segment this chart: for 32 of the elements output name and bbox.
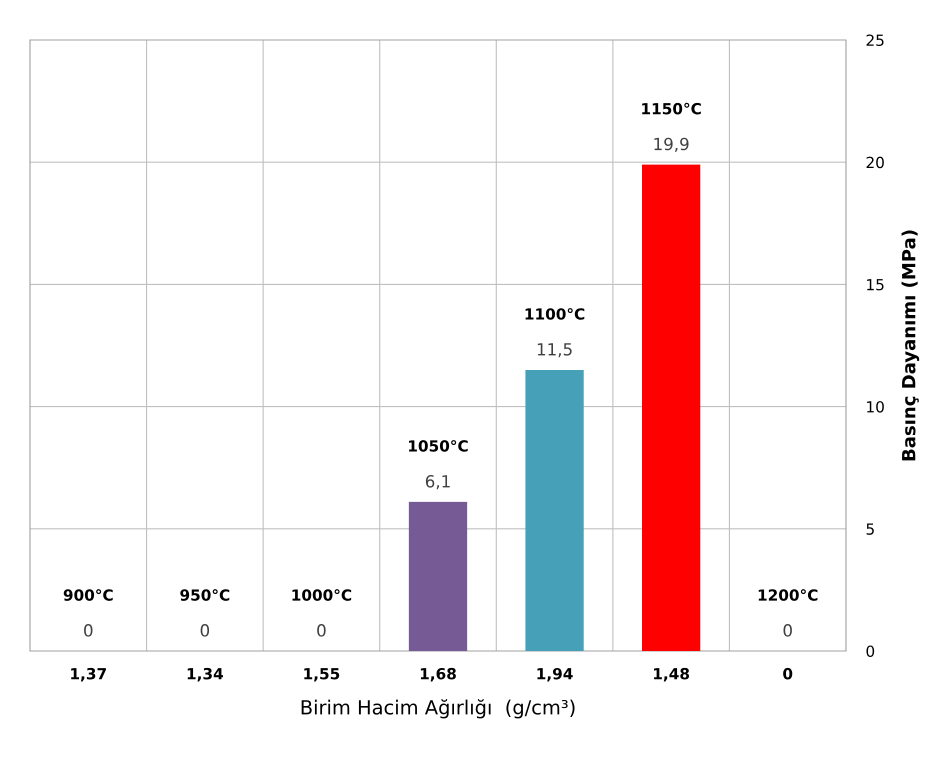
annotation: 1200°C [758,589,818,601]
annotation: 1050°C [409,440,468,452]
y-axis-title: Basınç Dayanımı (MPa) [902,230,920,460]
y-tick-label: 25 [866,34,884,46]
data-label: 0 [84,624,92,637]
data-label: 0 [200,624,210,637]
x-tick-label: 1,37 [71,668,106,682]
data-label: 0 [784,624,792,637]
y-tick-label: 15 [867,279,884,290]
x-tick-label: 1,55 [304,668,340,682]
annotation: 1100°C [526,308,584,320]
y-tick-label: 5 [866,523,874,535]
data-label: 19,9 [654,138,689,152]
x-tick-label: 0 [783,668,792,680]
annotation: 950°C [180,589,230,601]
annotation: 1000°C [292,589,352,601]
x-tick-label: 1,68 [420,668,456,682]
bar [525,370,584,651]
data-label: 6,1 [426,474,450,490]
annotation: 900°C [64,589,113,601]
x-axis-title: Birim Hacim Ağırlığı (g/cm³) [302,699,575,718]
y-tick-label: 20 [866,156,884,168]
y-tick-label: 0 [866,645,874,658]
annotation: 1150°C [642,102,701,114]
y-tick-label: 10 [867,401,884,413]
x-tick-label: 1,48 [654,668,690,682]
bar [642,164,700,651]
bar [408,502,468,651]
x-tick-label: 1,94 [537,668,573,682]
x-tick-label: 1,34 [188,668,224,682]
data-label: 0 [317,624,326,637]
data-label: 11,5 [538,343,572,358]
